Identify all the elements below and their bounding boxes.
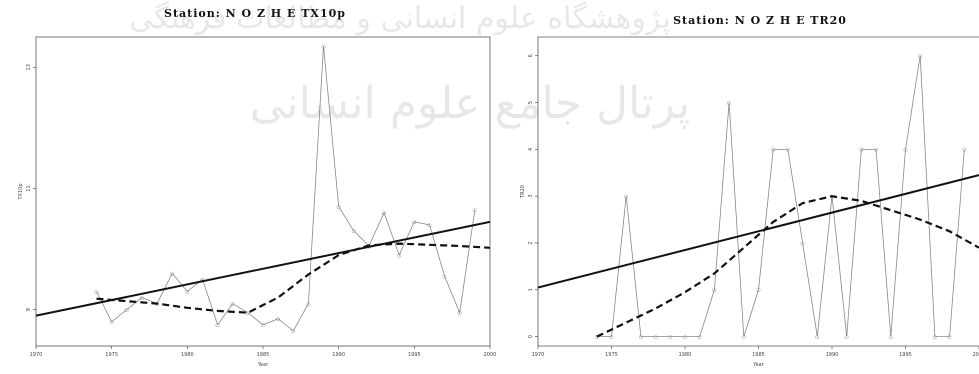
data-point: ○ <box>712 288 716 294</box>
data-point: ○ <box>668 334 672 340</box>
data-point: ○ <box>140 295 144 301</box>
y-tick-label: 13 <box>26 64 32 70</box>
data-point: ○ <box>458 310 462 316</box>
y-tick-label: 6 <box>528 54 534 57</box>
data-point: ○ <box>727 100 731 106</box>
observed-series-line <box>596 55 965 338</box>
data-point: ○ <box>845 334 849 340</box>
chart-panel-1: Station: N O Z H E TX10p 1970 1975 1980 1985… <box>18 7 496 368</box>
data-point: ○ <box>291 329 295 335</box>
data-point: ○ <box>624 194 628 200</box>
chart-panel-2: Station: N O Z H E TR20 1970 1975 1980 1985 1… <box>520 14 979 368</box>
x-tick-label: 2000 <box>484 352 497 358</box>
data-point: ○ <box>125 307 129 313</box>
x-axis-label: Year <box>752 362 765 368</box>
y-tick-label: 4 <box>528 148 534 151</box>
data-point: ○ <box>185 289 189 295</box>
data-point: ○ <box>215 323 219 329</box>
data-point: ○ <box>771 147 775 153</box>
x-tick-label: 1995 <box>899 352 912 358</box>
data-point: ○ <box>609 334 613 340</box>
data-point: ○ <box>321 44 325 50</box>
watermark-line-1: پژوهشگاه علوم انسانی و مطالعات فرهنگی <box>129 1 671 36</box>
data-point: ○ <box>653 334 657 340</box>
data-point: ○ <box>903 147 907 153</box>
y-tick-label: 5 <box>528 101 534 104</box>
data-point: ○ <box>306 301 310 307</box>
data-point: ○ <box>962 147 966 153</box>
data-point: ○ <box>352 229 356 235</box>
x-tick-label: 1970 <box>30 352 43 358</box>
data-point: ○ <box>231 301 235 307</box>
x-axis-label: Year <box>257 362 270 368</box>
data-point: ○ <box>639 334 643 340</box>
watermark-line-2: پرتال جامع علوم انسانی <box>250 78 691 129</box>
x-tick-label: 1975 <box>605 352 618 358</box>
data-point: ○ <box>473 207 477 213</box>
loess-smooth-line <box>596 195 979 338</box>
x-tick-label: 1990 <box>826 352 839 358</box>
loess-smooth-line <box>96 242 490 314</box>
y-tick-label: 0 <box>528 335 534 338</box>
data-point: ○ <box>442 274 446 280</box>
data-point: ○ <box>427 223 431 229</box>
data-point: ○ <box>382 211 386 217</box>
data-point: ○ <box>595 334 599 340</box>
x-tick-label: 1985 <box>257 352 270 358</box>
data-point: ○ <box>742 334 746 340</box>
y-tick-label: 3 <box>528 195 534 198</box>
watermark: پژوهشگاه علوم انسانی و مطالعات فرهنگی پر… <box>129 1 690 129</box>
data-point: ○ <box>800 241 804 247</box>
x-tick-label: 1995 <box>408 352 421 358</box>
data-point: ○ <box>918 54 922 60</box>
y-axis-label: TR20 <box>520 185 526 199</box>
x-tick-label: 1975 <box>105 352 118 358</box>
data-point: ○ <box>276 317 280 323</box>
data-point: ○ <box>200 277 204 283</box>
data-point: ○ <box>859 147 863 153</box>
y-tick-label: 11 <box>26 185 32 191</box>
x-tick-label: 1980 <box>181 352 194 358</box>
x-tick-label: 1970 <box>532 352 545 358</box>
data-point: ○ <box>397 253 401 259</box>
y-tick-label: 9 <box>26 308 32 311</box>
x-tick-label: 1990 <box>332 352 345 358</box>
x-tick-label: 1985 <box>752 352 765 358</box>
data-point: ○ <box>933 334 937 340</box>
data-point: ○ <box>874 147 878 153</box>
y-tick-label: 1 <box>528 288 534 291</box>
data-point: ○ <box>246 310 250 316</box>
y-tick-label: 2 <box>528 241 534 244</box>
data-point: ○ <box>815 334 819 340</box>
data-point: ○ <box>170 271 174 277</box>
linear-trend-line <box>538 174 979 289</box>
y-axis-label: TX10p <box>18 183 24 200</box>
x-tick-label: 2000 <box>973 352 979 358</box>
data-point: ○ <box>336 204 340 210</box>
data-point: ○ <box>889 334 893 340</box>
data-point: ○ <box>412 220 416 226</box>
chart-title: Station: N O Z H E TX10p <box>164 7 346 20</box>
observed-series-line <box>96 46 476 332</box>
data-point: ○ <box>94 289 98 295</box>
data-point: ○ <box>947 334 951 340</box>
data-point: ○ <box>683 334 687 340</box>
linear-trend-line <box>36 220 490 317</box>
data-point: ○ <box>756 288 760 294</box>
x-tick-label: 1980 <box>679 352 692 358</box>
data-point: ○ <box>698 334 702 340</box>
data-point: ○ <box>261 323 265 329</box>
chart-title: Station: N O Z H E TR20 <box>673 14 847 27</box>
data-point: ○ <box>109 320 113 326</box>
data-point: ○ <box>786 147 790 153</box>
